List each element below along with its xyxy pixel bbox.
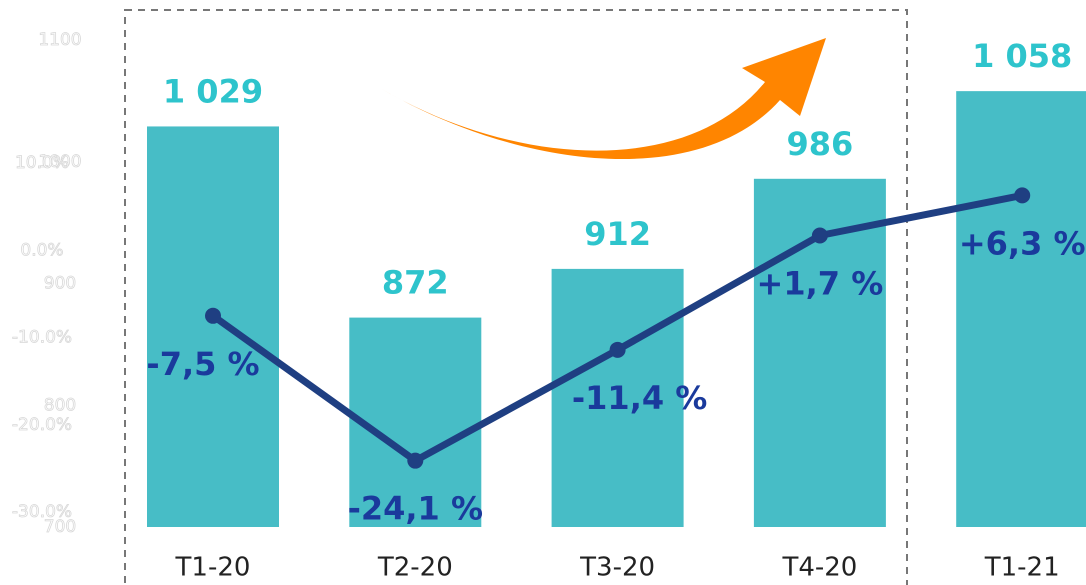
- line-point: [609, 341, 626, 358]
- y-tick-label: 900: [44, 274, 76, 294]
- x-tick-label: T3-20: [579, 553, 655, 583]
- line-point: [811, 227, 828, 244]
- line-value-label: +6,3 %: [959, 224, 1086, 262]
- x-tick-label: T1-20: [175, 553, 251, 583]
- y-tick-label: 1100: [38, 30, 81, 50]
- bar-value-label: 1 058: [972, 37, 1072, 75]
- plot: 700 800 900 1000 1100 -30.0% -20.0% -10.0% 0.0% 1…: [12, 30, 1086, 583]
- line-value-label: -24,1 %: [348, 490, 483, 528]
- y2-tick-label: -30.0%: [12, 502, 72, 522]
- line-value-label: -7,5 %: [146, 345, 259, 383]
- bar: [147, 126, 279, 527]
- bar: [551, 268, 684, 527]
- bar-value-label: 1 029: [163, 72, 263, 110]
- line-point: [205, 307, 221, 324]
- bar: [349, 317, 482, 527]
- line-value-label: -11,4 %: [572, 379, 707, 417]
- y2-tick-label: -10.0%: [12, 328, 72, 348]
- y2-tick-label: -20.0%: [12, 415, 72, 435]
- x-tick-label: T4-20: [781, 553, 857, 583]
- y2-tick-label: 0.0%: [20, 240, 63, 260]
- line-point: [407, 452, 424, 469]
- bar-value-label: 986: [787, 125, 854, 163]
- line-point: [1014, 187, 1031, 204]
- x-tick-label: T1-21: [984, 553, 1060, 583]
- trend-arrow: [380, 38, 826, 160]
- line-value-label: +1,7 %: [757, 264, 884, 302]
- bar-value-label: 912: [584, 215, 651, 253]
- bar: [956, 91, 1086, 527]
- highlight-box: [124, 9, 908, 585]
- y-tick-label: 700: [44, 517, 76, 537]
- x-tick-label: T2-20: [377, 553, 453, 583]
- y-tick-label: 1000: [38, 152, 81, 172]
- bar-value-label: 872: [382, 264, 449, 302]
- y-tick-label: 800: [44, 395, 76, 415]
- y2-tick-label: 10.0%: [15, 153, 69, 173]
